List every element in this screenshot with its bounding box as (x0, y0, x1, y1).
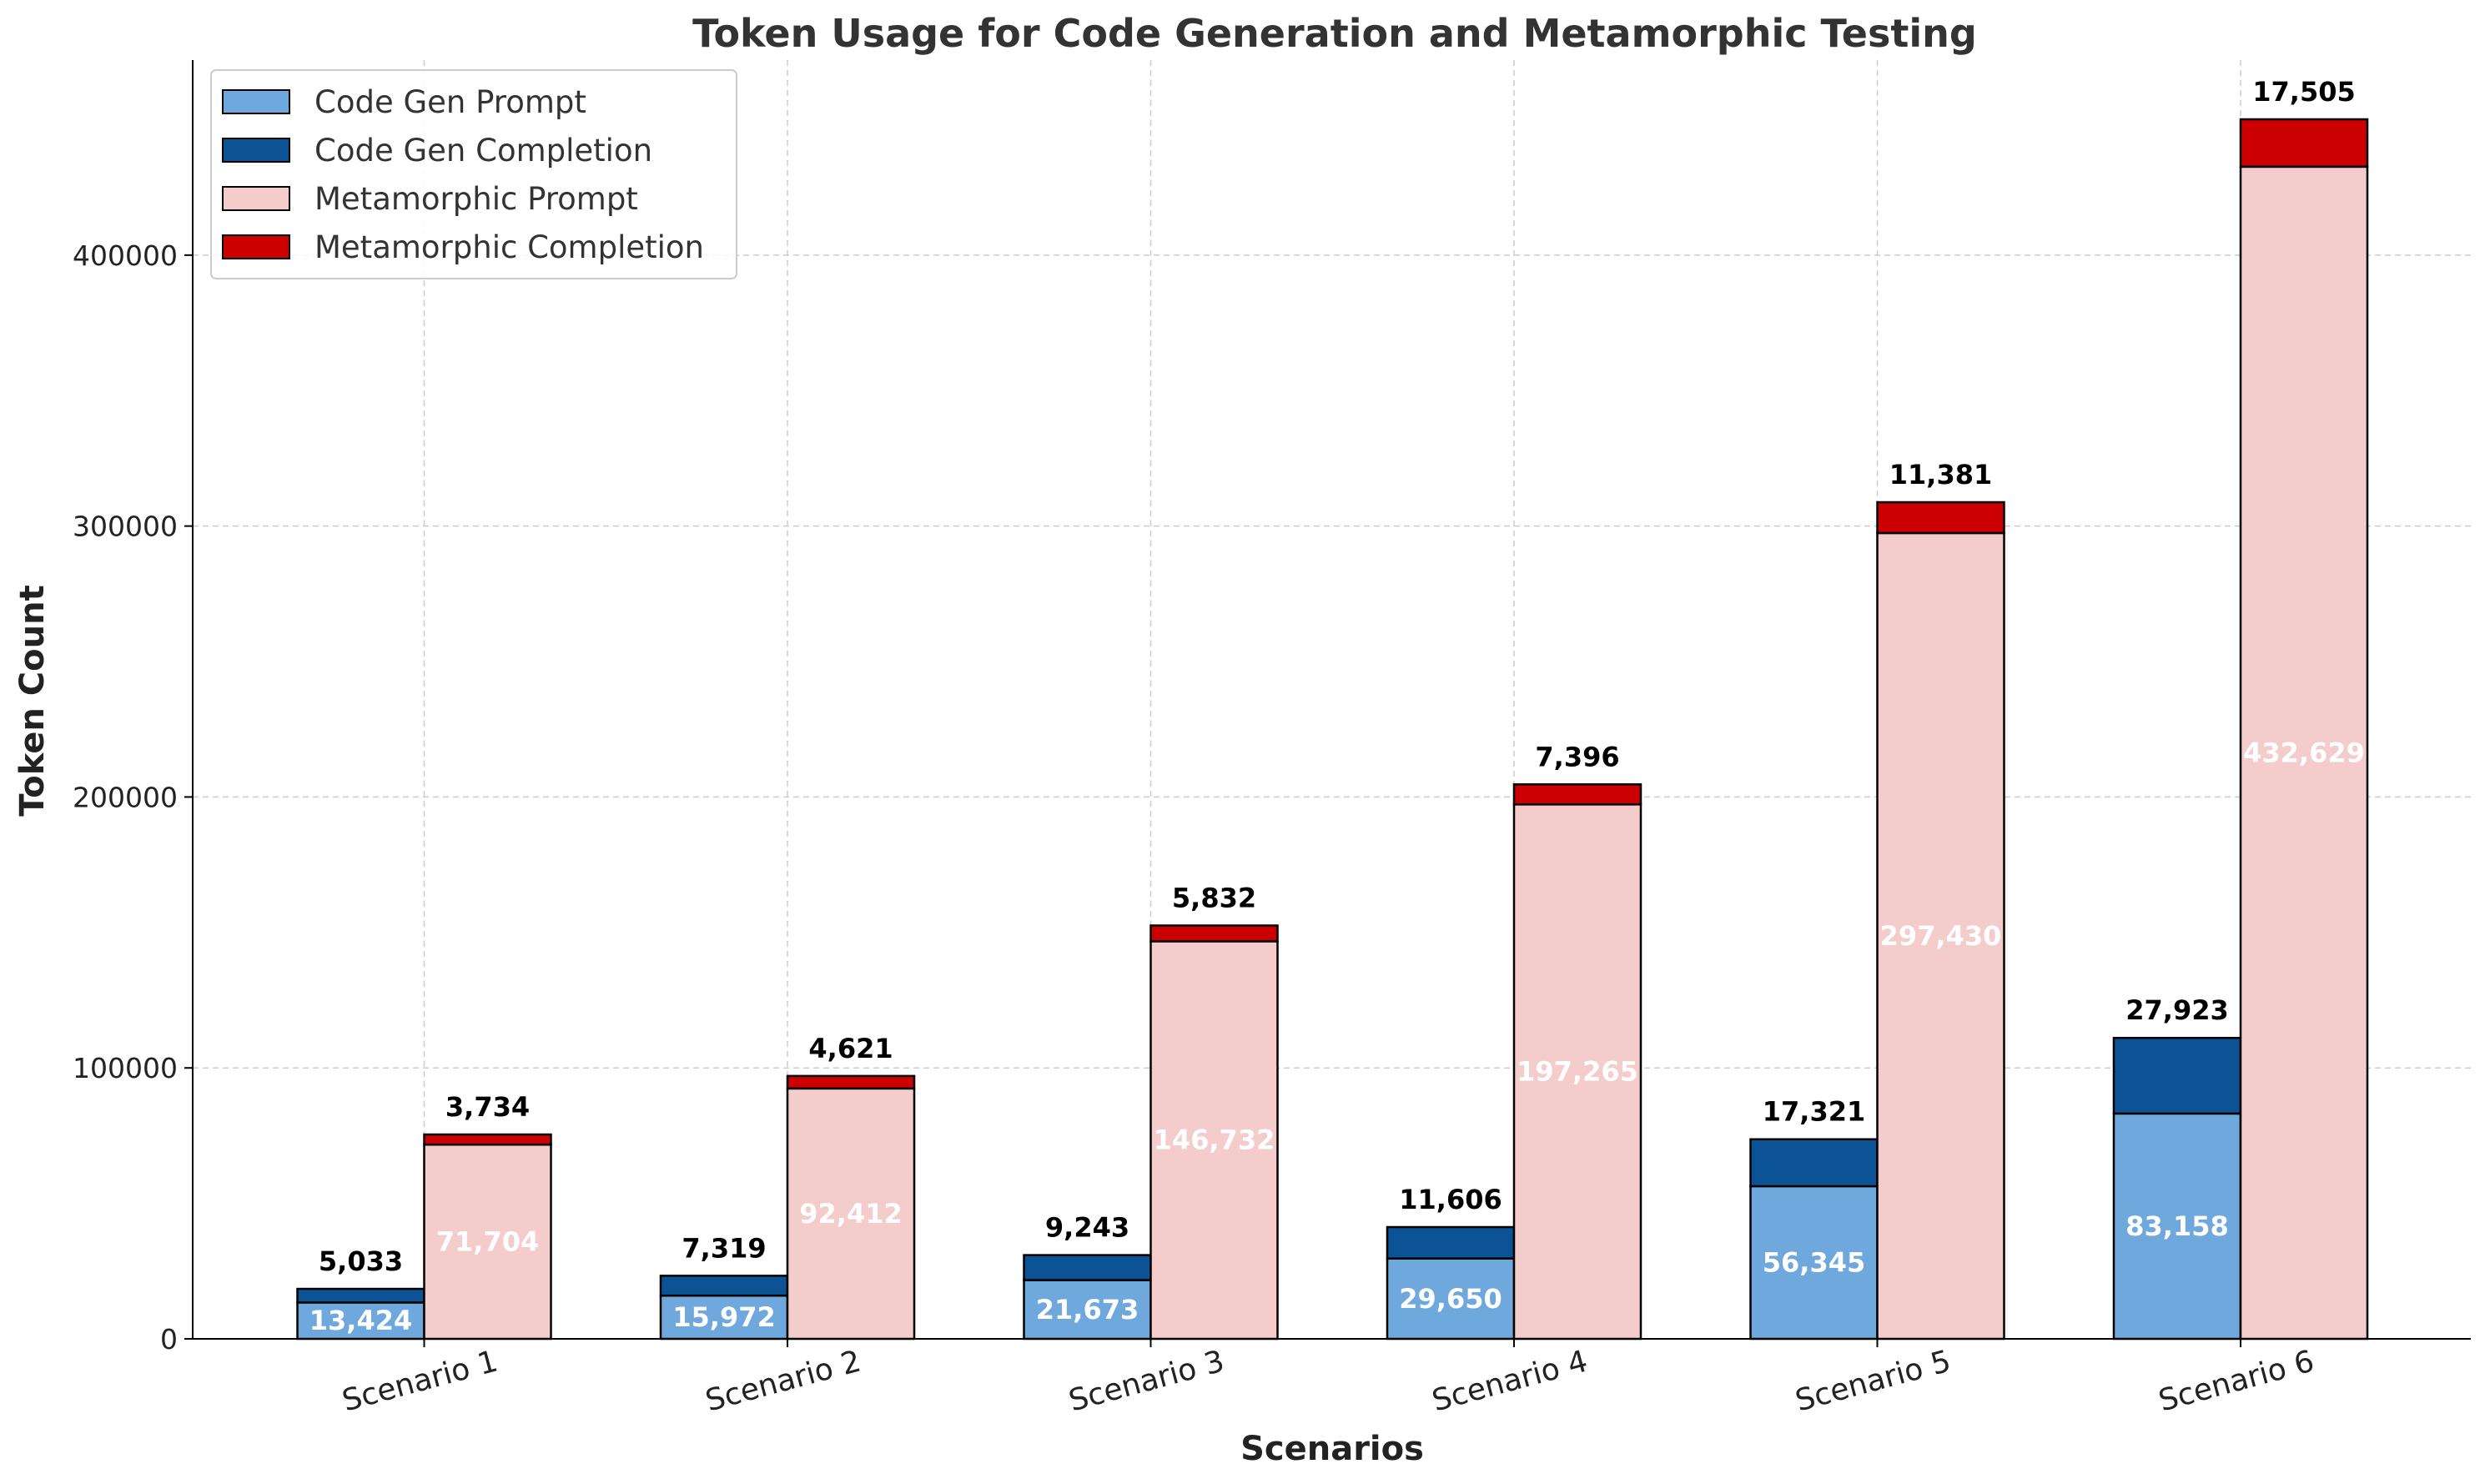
bar-metamorphic-prompt-3 (1149, 940, 1279, 1341)
bar-value-label: 92,412 (799, 1198, 902, 1230)
bar-metamorphic-prompt-5 (1876, 531, 2005, 1341)
bars (296, 118, 2369, 1341)
bar-metamorphic-completion-6 (2239, 118, 2369, 169)
x-tick-label: Scenario 3 (1065, 1344, 1228, 1418)
legend: Code Gen Prompt Code Gen Completion Metamo… (210, 69, 737, 279)
legend-label: Metamorphic Completion (314, 229, 704, 265)
bar-code-gen-completion-6 (2112, 1036, 2242, 1115)
bar-metamorphic-prompt-6 (2239, 165, 2369, 1341)
bar-top-labels: 5,033 7,319 9,243 11,606 17,321 27,923 3,734 4,… (319, 76, 2356, 1277)
x-tick-label: Scenario 2 (702, 1344, 865, 1418)
bar-value-label: 7,396 (1535, 741, 1619, 772)
bar-value-label: 71,704 (436, 1226, 539, 1258)
legend-label: Metamorphic Prompt (314, 181, 638, 217)
legend-swatch (222, 138, 290, 163)
bar-metamorphic-completion-4 (1512, 783, 1642, 806)
y-tick-label: 300000 (73, 511, 178, 543)
bar-value-label: 83,158 (2125, 1210, 2228, 1242)
bar-metamorphic-prompt-1 (423, 1143, 552, 1341)
bar-inner-labels: 13,424 15,972 21,673 29,650 56,345 83,158 71,7… (309, 737, 2365, 1336)
bar-value-label: 29,650 (1399, 1283, 1502, 1315)
x-axis-label: Scenarios (1240, 1430, 1424, 1468)
bar-code-gen-completion-1 (296, 1287, 425, 1304)
y-tick-label: 0 (160, 1323, 178, 1356)
bar-value-label: 297,430 (1880, 920, 2002, 952)
bar-value-label: 56,345 (1763, 1246, 1865, 1278)
bar-code-gen-prompt-5 (1749, 1185, 1879, 1341)
bar-code-gen-completion-5 (1749, 1138, 1879, 1188)
bar-value-label: 146,732 (1154, 1124, 1275, 1156)
bar-value-label: 27,923 (2125, 994, 2228, 1026)
bar-metamorphic-prompt-2 (786, 1087, 916, 1341)
bar-value-label: 11,606 (1399, 1184, 1502, 1215)
bar-value-label: 5,033 (319, 1245, 403, 1277)
bar-code-gen-prompt-4 (1386, 1257, 1516, 1341)
bar-code-gen-completion-2 (659, 1275, 789, 1297)
bar-metamorphic-completion-1 (423, 1133, 552, 1146)
x-tick-label: Scenario 5 (1792, 1344, 1954, 1418)
bar-value-label: 13,424 (309, 1305, 412, 1336)
bar-value-label: 197,265 (1517, 1056, 1638, 1088)
legend-label: Code Gen Completion (314, 133, 652, 169)
bar-value-label: 17,321 (1763, 1096, 1865, 1128)
x-tick-label: Scenario 6 (2156, 1344, 2318, 1418)
bar-value-label: 4,621 (808, 1033, 893, 1064)
bar-code-gen-completion-3 (1023, 1254, 1152, 1281)
bar-value-label: 3,734 (445, 1091, 530, 1123)
y-tick-label: 400000 (73, 239, 178, 272)
bar-metamorphic-completion-3 (1149, 924, 1279, 943)
bar-code-gen-prompt-6 (2112, 1112, 2242, 1341)
bar-value-label: 7,319 (682, 1232, 766, 1264)
bar-metamorphic-completion-5 (1876, 501, 2005, 535)
x-tick-label: Scenario 1 (339, 1344, 501, 1418)
bar-value-label: 17,505 (2252, 76, 2355, 108)
bar-value-label: 11,381 (1889, 459, 1992, 490)
bar-value-label: 9,243 (1045, 1212, 1129, 1244)
bar-value-label: 21,673 (1036, 1294, 1139, 1326)
y-tick-label: 200000 (73, 781, 178, 813)
bar-value-label: 432,629 (2243, 737, 2365, 768)
legend-label: Code Gen Prompt (314, 84, 586, 120)
bar-value-label: 5,832 (1172, 882, 1256, 913)
legend-swatch (222, 89, 290, 114)
y-axis-label: Token Count (13, 585, 52, 816)
legend-swatch (222, 186, 290, 211)
legend-box (210, 69, 737, 279)
bar-value-label: 15,972 (672, 1301, 775, 1333)
bar-code-gen-completion-4 (1386, 1225, 1516, 1260)
legend-swatch (222, 234, 290, 259)
y-tick-label: 100000 (73, 1052, 178, 1084)
bar-metamorphic-completion-2 (786, 1074, 916, 1090)
chart-title: Token Usage for Code Generation and Meta… (692, 11, 1977, 56)
bar-code-gen-prompt-1 (296, 1301, 425, 1341)
x-tick-label: Scenario 4 (1429, 1344, 1592, 1418)
